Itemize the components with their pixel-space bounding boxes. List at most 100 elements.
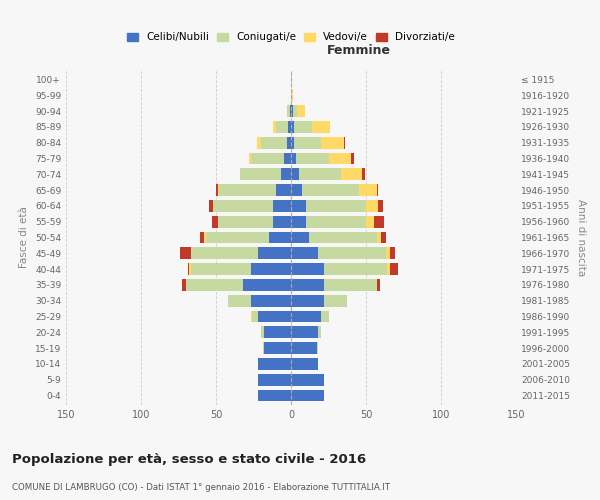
Bar xyxy=(212,216,218,228)
Bar xyxy=(291,90,293,101)
Bar xyxy=(294,137,321,148)
Bar xyxy=(291,326,318,338)
Bar xyxy=(302,184,359,196)
Bar xyxy=(291,200,306,212)
Bar xyxy=(390,248,395,259)
Bar xyxy=(306,200,366,212)
Bar xyxy=(263,342,264,354)
Bar xyxy=(318,326,321,338)
Bar xyxy=(199,232,204,243)
Bar xyxy=(329,152,351,164)
Bar xyxy=(216,184,218,196)
Bar xyxy=(291,263,324,275)
Bar xyxy=(291,248,318,259)
Bar xyxy=(251,295,291,306)
Bar xyxy=(309,232,377,243)
Bar xyxy=(324,295,347,306)
Bar xyxy=(296,152,329,164)
Bar xyxy=(341,168,361,180)
Bar xyxy=(251,310,252,322)
Bar xyxy=(209,200,213,212)
Bar xyxy=(276,121,288,133)
Bar xyxy=(273,216,291,228)
Bar xyxy=(186,279,243,291)
Bar xyxy=(213,200,273,212)
Bar xyxy=(387,263,390,275)
Bar xyxy=(189,263,191,275)
Bar xyxy=(378,200,383,212)
Bar xyxy=(291,121,294,133)
Bar xyxy=(381,232,386,243)
Bar xyxy=(204,232,205,243)
Bar xyxy=(273,121,276,133)
Bar xyxy=(291,310,321,322)
Bar xyxy=(182,279,186,291)
Bar xyxy=(290,105,291,117)
Bar xyxy=(219,184,276,196)
Bar xyxy=(318,248,386,259)
Bar xyxy=(291,232,309,243)
Bar xyxy=(191,263,251,275)
Bar xyxy=(317,342,318,354)
Bar xyxy=(291,152,296,164)
Bar xyxy=(351,152,354,164)
Bar xyxy=(252,310,258,322)
Bar xyxy=(294,121,312,133)
Bar xyxy=(258,248,291,259)
Bar xyxy=(377,279,380,291)
Bar xyxy=(287,105,290,117)
Bar xyxy=(291,184,302,196)
Bar xyxy=(321,310,329,322)
Bar xyxy=(269,232,291,243)
Bar xyxy=(361,168,365,180)
Bar xyxy=(373,216,384,228)
Bar xyxy=(359,184,377,196)
Bar xyxy=(281,168,291,180)
Legend: Celibi/Nubili, Coniugati/e, Vedovi/e, Divorziati/e: Celibi/Nubili, Coniugati/e, Vedovi/e, Di… xyxy=(123,28,459,46)
Bar xyxy=(249,152,251,164)
Bar xyxy=(291,168,299,180)
Bar xyxy=(251,263,291,275)
Bar xyxy=(291,216,306,228)
Bar xyxy=(297,105,305,117)
Text: COMUNE DI LAMBRUGO (CO) - Dati ISTAT 1° gennaio 2016 - Elaborazione TUTTITALIA.I: COMUNE DI LAMBRUGO (CO) - Dati ISTAT 1° … xyxy=(12,482,390,492)
Bar xyxy=(180,248,191,259)
Bar xyxy=(291,342,317,354)
Bar xyxy=(377,232,381,243)
Bar xyxy=(288,121,291,133)
Y-axis label: Anni di nascita: Anni di nascita xyxy=(575,199,586,276)
Bar xyxy=(284,152,291,164)
Bar xyxy=(306,216,366,228)
Bar xyxy=(187,263,189,275)
Bar xyxy=(324,279,377,291)
Bar xyxy=(291,390,324,402)
Bar xyxy=(228,295,251,306)
Y-axis label: Fasce di età: Fasce di età xyxy=(19,206,29,268)
Bar xyxy=(191,248,258,259)
Bar xyxy=(264,326,291,338)
Bar xyxy=(264,342,291,354)
Bar xyxy=(258,310,291,322)
Bar xyxy=(291,374,324,386)
Text: Femmine: Femmine xyxy=(326,44,391,57)
Bar xyxy=(261,137,287,148)
Bar xyxy=(273,200,291,212)
Bar xyxy=(243,279,291,291)
Bar xyxy=(291,295,324,306)
Bar xyxy=(257,137,261,148)
Bar xyxy=(293,105,297,117)
Bar xyxy=(261,326,264,338)
Bar xyxy=(205,232,269,243)
Bar xyxy=(366,200,378,212)
Bar xyxy=(276,184,291,196)
Bar xyxy=(312,121,330,133)
Bar xyxy=(258,390,291,402)
Bar xyxy=(324,263,387,275)
Bar xyxy=(218,216,273,228)
Bar xyxy=(291,279,324,291)
Bar xyxy=(299,168,341,180)
Bar xyxy=(218,184,219,196)
Bar xyxy=(321,137,343,148)
Bar xyxy=(240,168,281,180)
Bar xyxy=(258,358,291,370)
